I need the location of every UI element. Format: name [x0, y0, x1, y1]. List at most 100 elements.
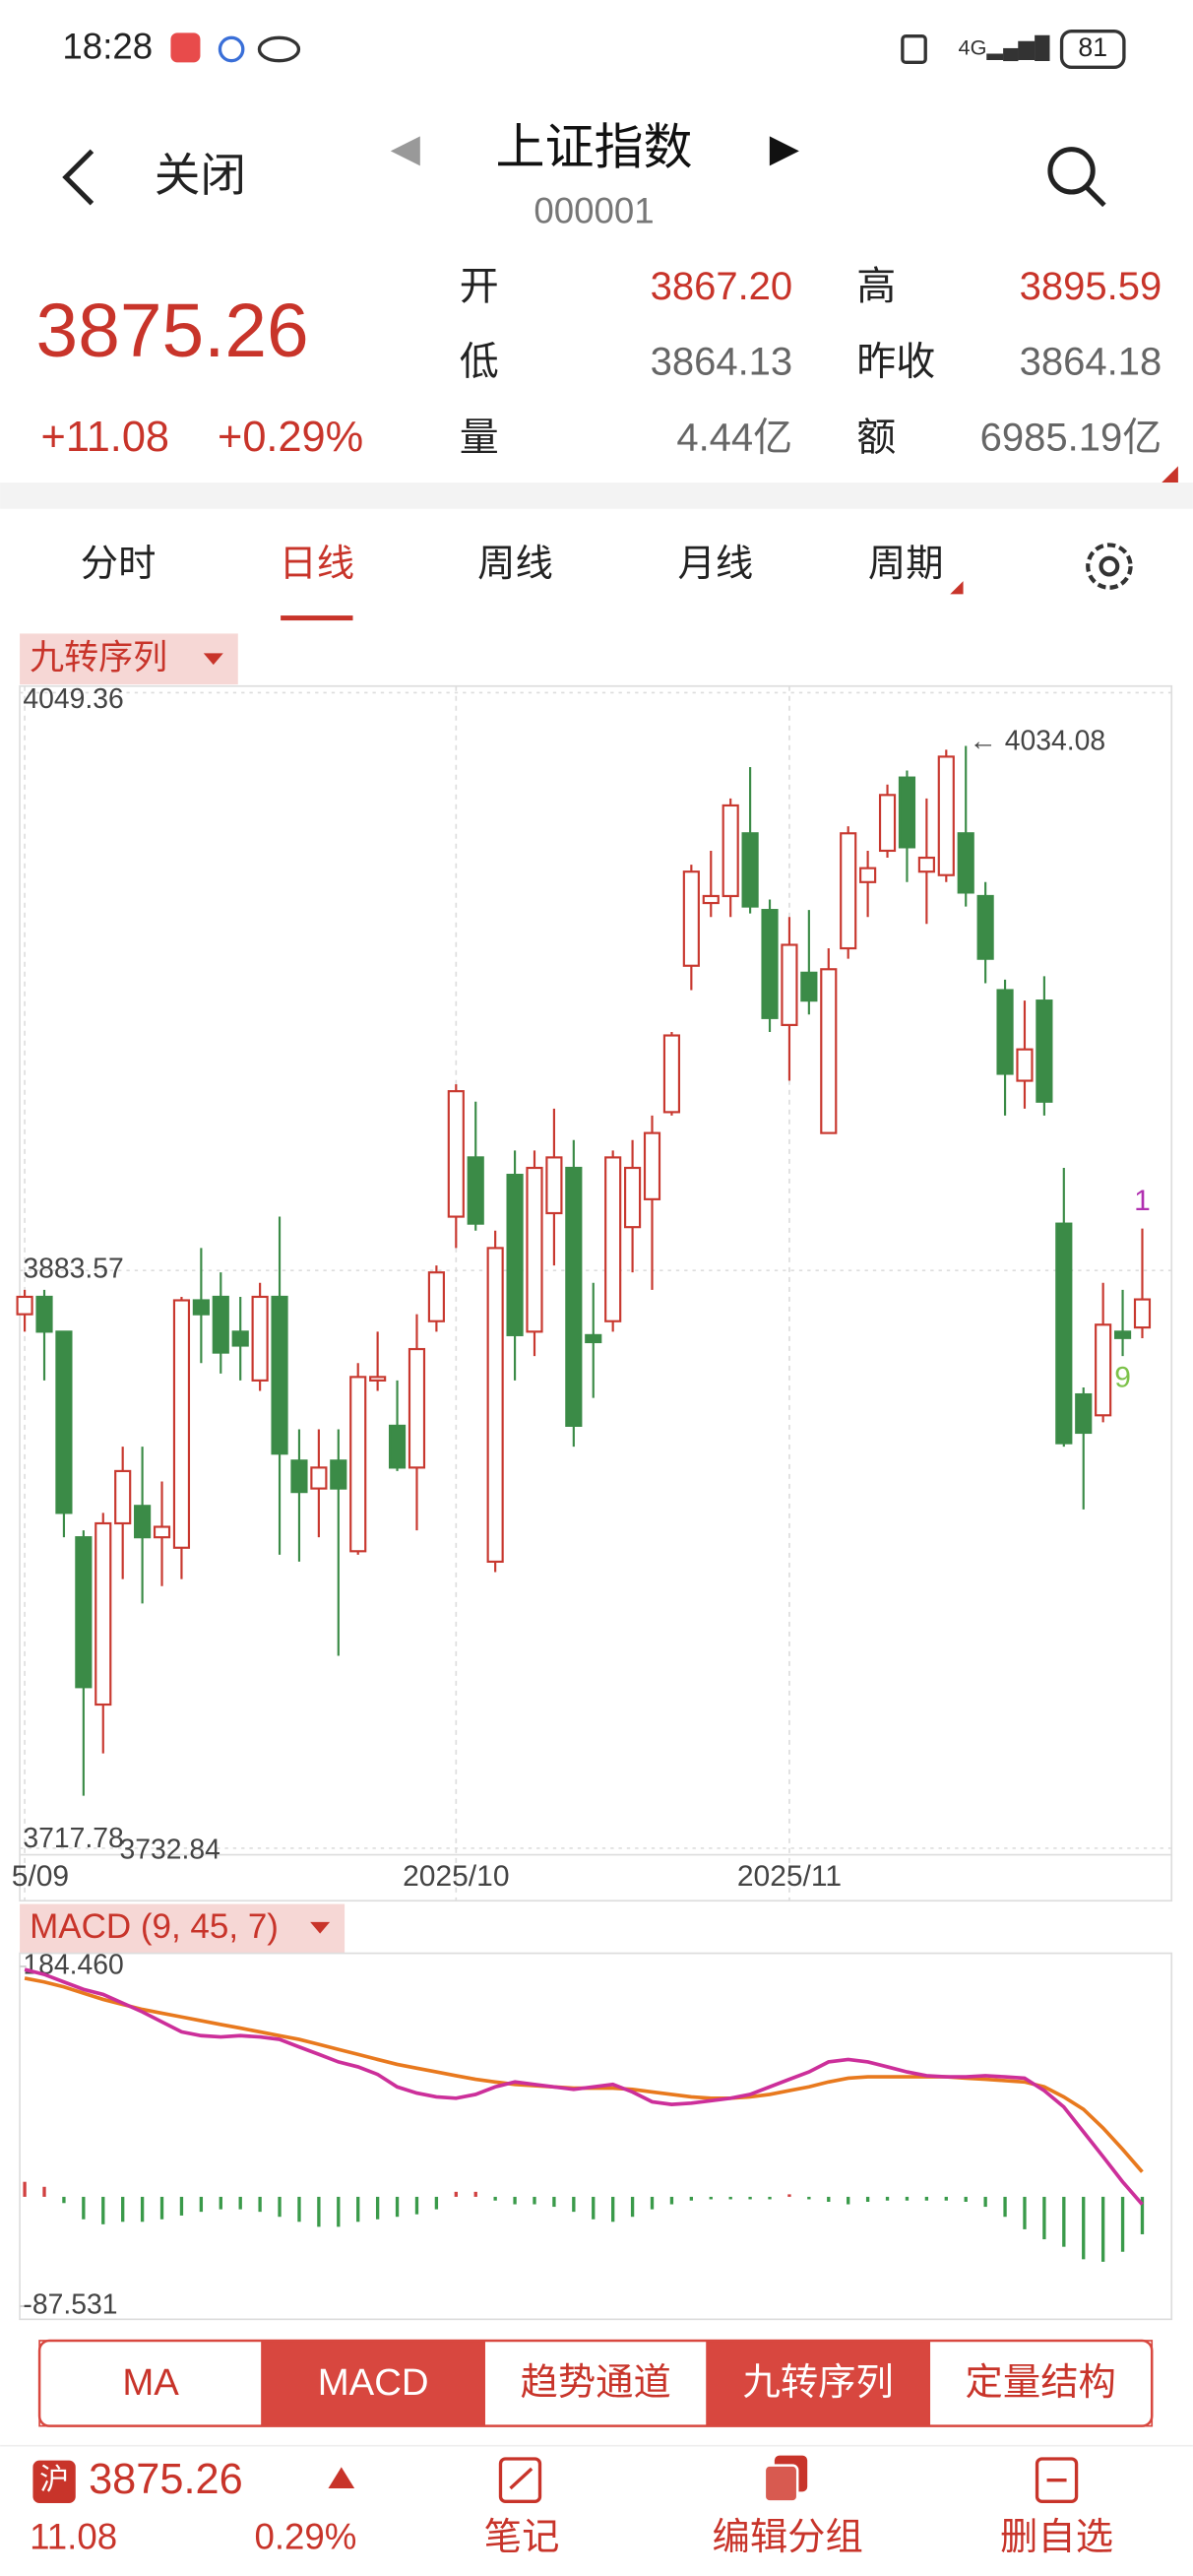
candle-body: [330, 1459, 347, 1490]
candle-body: [937, 755, 955, 876]
indicator-chip[interactable]: [20, 633, 238, 685]
candle-body: [16, 1295, 33, 1316]
indicator-chip-label[interactable]: 九转序列: [30, 638, 167, 676]
indicator-button[interactable]: [706, 2340, 931, 2427]
candle-body: [957, 832, 974, 894]
quote-fields: 开 3867.20 高 3895.59 低 3864.13 昨收 3864.18 量 4.44亿 额…: [460, 265, 1162, 459]
price-change-pct: +0.29%: [218, 414, 363, 461]
indicator-button-label[interactable]: MA: [122, 2361, 179, 2404]
candle-body: [702, 894, 720, 905]
candle-body: [741, 832, 759, 908]
bottom-action[interactable]: 笔记: [484, 2516, 560, 2558]
x-tick-label: 5/09: [12, 1860, 69, 1893]
battery-level: 81: [1078, 32, 1107, 62]
y-tick-label: 184.460: [23, 1949, 123, 1980]
period-tab[interactable]: 分时: [81, 543, 157, 585]
indicator-button-label[interactable]: 九转序列: [743, 2361, 894, 2404]
signal-icon: 4G▂▄▆█: [959, 35, 1051, 62]
bottom-action[interactable]: 编辑分组: [713, 2516, 863, 2558]
settings-icon[interactable]: [1086, 543, 1133, 590]
price-change: +11.08: [41, 414, 170, 461]
bottom-price: 3875.26: [89, 2456, 243, 2503]
kline-frame: [19, 684, 1173, 1902]
candle-body: [976, 894, 994, 960]
note-icon[interactable]: [498, 2457, 542, 2503]
candle-body: [1113, 1330, 1132, 1339]
indicator-buttons: MA MACD 趋势通道 九转序列 定量结构: [38, 2340, 1154, 2427]
last-price: 3875.26: [36, 290, 309, 373]
candle-body: [388, 1424, 407, 1469]
candle-body: [153, 1525, 171, 1539]
candle-body: [506, 1174, 524, 1336]
candle-body: [545, 1156, 563, 1215]
y-tick-label: 4049.36: [23, 683, 123, 715]
candle-body: [820, 968, 838, 1134]
group-icon[interactable]: [763, 2455, 808, 2503]
up-arrow: [328, 2467, 355, 2488]
candle-body: [781, 943, 798, 1026]
candle-body: [349, 1376, 367, 1553]
candle-body: [134, 1505, 152, 1539]
macd-chip[interactable]: [20, 1903, 345, 1954]
index-title: 上证指数: [495, 120, 692, 175]
macd-frame: [19, 1952, 1173, 2321]
period-tab[interactable]: 周线: [477, 543, 553, 585]
x-tick-label: 2025/10: [403, 1860, 509, 1893]
candle-body: [251, 1295, 269, 1382]
field-label: 额: [856, 416, 896, 459]
candle-body: [467, 1156, 484, 1225]
candle-body: [917, 856, 935, 873]
period-tab[interactable]: 周期: [868, 543, 944, 585]
candle-body: [996, 989, 1014, 1075]
indicator-button[interactable]: [38, 2340, 263, 2427]
status-icon: [257, 35, 301, 63]
indicator-button-label[interactable]: 定量结构: [966, 2361, 1116, 2404]
candle-body: [172, 1299, 191, 1549]
candle-body: [1075, 1392, 1093, 1435]
next-index[interactable]: [769, 136, 799, 166]
candle-body: [526, 1166, 543, 1333]
candle-body: [604, 1156, 622, 1322]
indicator-button[interactable]: [928, 2340, 1154, 2427]
candle-body: [114, 1469, 132, 1525]
candle-body: [192, 1299, 210, 1316]
period-tab[interactable]: 日线: [279, 543, 354, 585]
indicator-button[interactable]: [483, 2340, 709, 2427]
candle-body: [310, 1466, 328, 1490]
candle-body: [565, 1166, 583, 1427]
close-button[interactable]: 关闭: [155, 150, 246, 201]
period-tab[interactable]: 月线: [678, 543, 754, 585]
indicator-button-label[interactable]: MACD: [318, 2361, 429, 2404]
candle-body: [271, 1295, 288, 1455]
remove-icon[interactable]: [1035, 2457, 1079, 2503]
bottom-action[interactable]: 删自选: [1000, 2516, 1113, 2558]
candle-body: [761, 909, 779, 1019]
field-value: 3867.20: [651, 265, 793, 308]
candle-body: [859, 867, 877, 883]
candle-body: [1133, 1298, 1152, 1329]
field-label: 开: [460, 265, 499, 308]
index-code: 000001: [534, 190, 654, 230]
separator: [0, 483, 1193, 509]
kline-chart: 5/09 2025/10 2025/11 4049.36 3883.57 3717.78 ←…: [12, 683, 1172, 1901]
back-arrow[interactable]: [62, 149, 94, 206]
candle-body: [585, 1333, 602, 1344]
candle-body: [447, 1090, 465, 1218]
price-annotation: 3732.84: [120, 1835, 220, 1866]
prev-index[interactable]: [390, 136, 420, 166]
tab-corner: [950, 581, 964, 595]
search-icon[interactable]: [1047, 147, 1106, 208]
field-label: 高: [856, 265, 896, 308]
candle-body: [722, 804, 739, 898]
indicator-button-label[interactable]: 趋势通道: [521, 2361, 671, 2404]
candle-body: [94, 1521, 112, 1707]
macd-title[interactable]: MACD (9, 45, 7): [30, 1907, 279, 1946]
indicator-button[interactable]: [261, 2340, 485, 2427]
chip-caret: [310, 1921, 331, 1934]
y-tick-label: 3883.57: [23, 1254, 123, 1285]
candle-body: [75, 1536, 93, 1689]
status-time: 18:28: [62, 27, 153, 67]
